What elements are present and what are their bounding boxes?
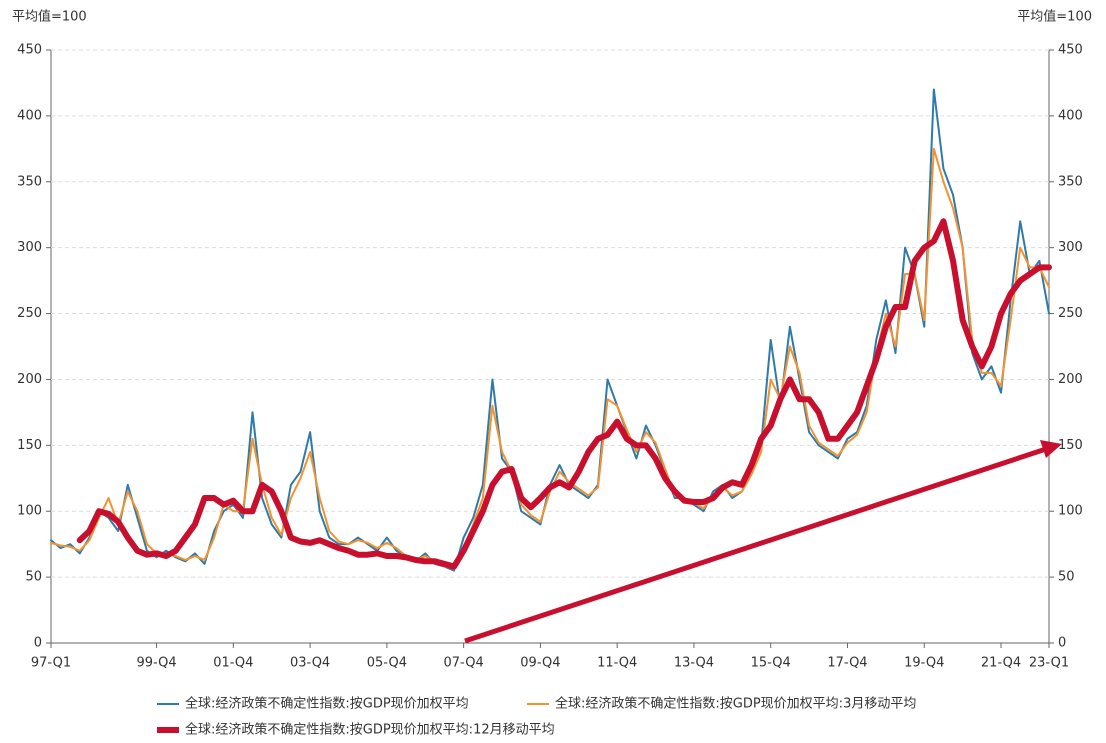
x-tick-label: 13-Q4	[674, 656, 714, 671]
y-tick-label: 400	[17, 108, 42, 123]
y2-tick-label: 100	[1058, 504, 1083, 519]
y2-tick-label: 0	[1058, 636, 1066, 651]
x-tick-label: 19-Q4	[904, 656, 944, 671]
x-tick-label: 05-Q4	[367, 656, 407, 671]
y-tick-label: 300	[17, 240, 42, 255]
x-tick-label: 23-Q1	[1029, 656, 1069, 671]
y-tick-label: 0	[34, 636, 42, 651]
y-tick-label: 100	[17, 504, 42, 519]
y-tick-label: 150	[17, 438, 42, 453]
y2-tick-label: 200	[1058, 372, 1083, 387]
x-tick-label: 15-Q4	[751, 656, 791, 671]
y2-tick-label: 400	[1058, 108, 1083, 123]
y2-tick-label: 50	[1058, 570, 1075, 585]
y-tick-label: 200	[17, 372, 42, 387]
y-tick-label: 350	[17, 174, 42, 189]
legend-label: 全球:经济政策不确定性指数:按GDP现价加权平均:12月移动平均	[185, 722, 555, 738]
x-tick-label: 17-Q4	[827, 656, 867, 671]
y2-tick-label: 250	[1058, 306, 1083, 321]
x-tick-label: 21-Q4	[981, 656, 1021, 671]
x-tick-label: 01-Q4	[213, 656, 253, 671]
y2-tick-label: 150	[1058, 438, 1083, 453]
x-tick-label: 11-Q4	[597, 656, 637, 671]
y-tick-label: 450	[17, 43, 42, 58]
series-line	[76, 218, 1052, 570]
y2-tick-label: 300	[1058, 240, 1083, 255]
x-tick-label: 99-Q4	[136, 656, 176, 671]
x-tick-label: 09-Q4	[520, 656, 560, 671]
arrow-head	[1040, 440, 1062, 458]
x-tick-label: 03-Q4	[290, 656, 330, 671]
legend-label: 全球:经济政策不确定性指数:按GDP现价加权平均	[185, 696, 469, 712]
y-tick-label: 50	[25, 570, 42, 585]
y2-tick-label: 450	[1058, 43, 1083, 58]
x-tick-label: 07-Q4	[444, 656, 484, 671]
y-tick-label: 250	[17, 306, 42, 321]
y-axis-label: 平均值=100	[12, 9, 87, 25]
y2-tick-label: 350	[1058, 174, 1083, 189]
y2-axis-label: 平均值=100	[1017, 9, 1092, 25]
x-tick-label: 97-Q1	[31, 656, 71, 671]
trend-arrow	[464, 446, 1047, 644]
legend-label: 全球:经济政策不确定性指数:按GDP现价加权平均:3月移动平均	[555, 696, 916, 712]
